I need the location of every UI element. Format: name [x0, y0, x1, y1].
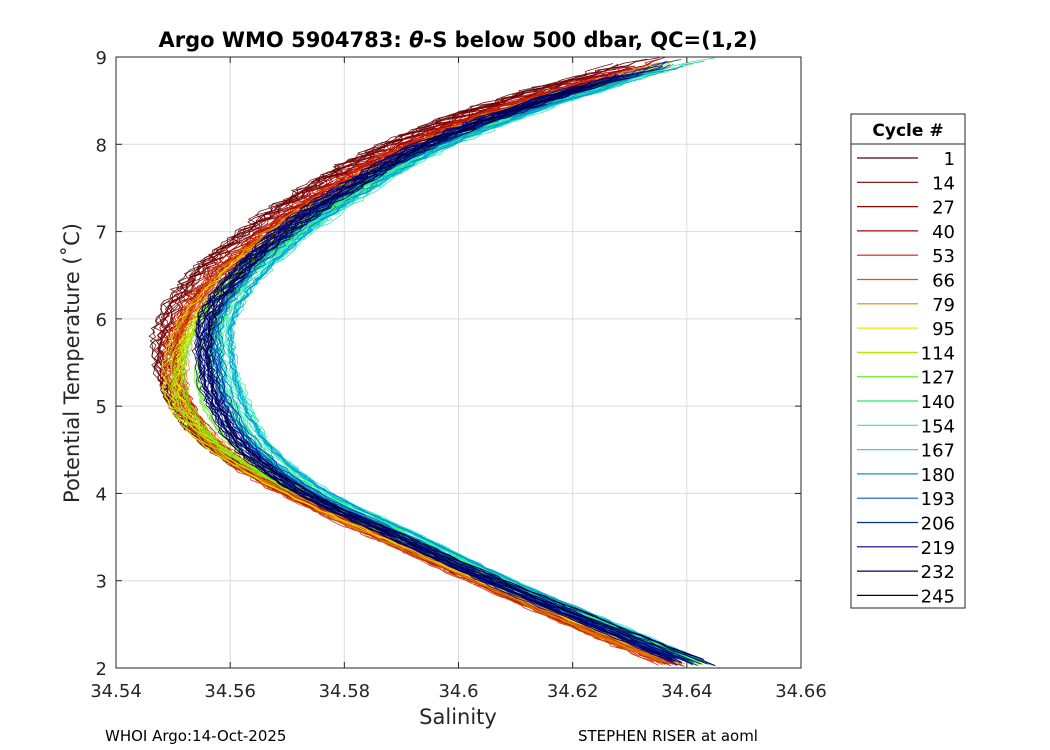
legend-entry: 219 [857, 538, 955, 559]
x-tick-label: 34.54 [90, 681, 142, 702]
legend-entry: 114 [857, 343, 955, 364]
series-245 [191, 64, 716, 667]
legend-entry: 180 [857, 465, 955, 486]
series-232-profile [207, 91, 699, 666]
series-245-profile [198, 80, 708, 665]
series-232-profile [197, 79, 682, 664]
legend-entry: 79 [857, 295, 955, 316]
legend-label: 114 [921, 343, 955, 364]
x-tick-label: 34.64 [661, 681, 713, 702]
legend-entry: 140 [857, 392, 955, 413]
y-tick-label: 9 [96, 48, 107, 69]
x-axis-ticks: 34.54 34.56 34.58 34.6 34.62 34.64 34.66 [90, 57, 827, 702]
legend-label: 245 [921, 586, 955, 607]
y-tick-label: 5 [96, 397, 107, 418]
legend-label: 27 [932, 198, 955, 219]
legend: Cycle # 11427405366799511412714015416718… [850, 113, 966, 609]
legend-label: 1 [944, 149, 955, 170]
legend-label: 127 [921, 368, 955, 389]
x-axis-label: Salinity [419, 705, 497, 729]
legend-entry: 193 [857, 489, 955, 510]
title-prefix: Argo WMO 5904783: [158, 28, 409, 52]
title-suffix: -S below 500 dbar, QC=(1,2) [424, 28, 758, 52]
x-tick-label: 34.58 [319, 681, 371, 702]
legend-label: 206 [921, 514, 955, 535]
legend-title: Cycle # [872, 121, 943, 141]
legend-entry: 206 [857, 514, 955, 535]
y-axis-label: Potential Temperature (˚C) [60, 223, 84, 503]
legend-label: 167 [921, 441, 955, 462]
legend-label: 219 [921, 538, 955, 559]
y-tick-label: 8 [96, 135, 107, 156]
legend-entry: 27 [857, 198, 955, 219]
y-tick-label: 6 [96, 310, 107, 331]
series-245-profile [195, 81, 702, 665]
legend-label: 53 [932, 246, 955, 267]
legend-label: 140 [921, 392, 955, 413]
data-series [148, 57, 716, 667]
series-66-profile [164, 77, 664, 666]
legend-label: 193 [921, 489, 955, 510]
legend-label: 154 [921, 416, 955, 437]
y-tick-label: 3 [96, 572, 107, 593]
legend-entry: 127 [857, 368, 955, 389]
footer-right: STEPHEN RISER at aoml [578, 727, 758, 745]
legend-label: 40 [932, 222, 955, 243]
legend-entry: 95 [857, 319, 955, 340]
legend-entry: 154 [857, 416, 955, 437]
series-180-profile [228, 66, 700, 661]
legend-entry: 40 [857, 222, 955, 243]
y-axis-ticks: 2 3 4 5 6 7 8 9 [96, 48, 801, 680]
series-232-profile [195, 74, 676, 663]
chart-title: Argo WMO 5904783: θ-S below 500 dbar, QC… [158, 28, 757, 52]
y-tick-label: 4 [96, 484, 107, 505]
footer-left: WHOI Argo:14-Oct-2025 [105, 727, 286, 745]
x-tick-label: 34.56 [204, 681, 256, 702]
y-tick-label: 7 [96, 223, 107, 244]
legend-label: 180 [921, 465, 955, 486]
x-tick-label: 34.62 [547, 681, 599, 702]
legend-entry: 1 [857, 149, 955, 170]
legend-box [850, 113, 966, 609]
x-tick-label: 34.6 [438, 681, 478, 702]
series-245-profile [202, 82, 716, 667]
legend-entry: 232 [857, 562, 955, 583]
legend-entry: 66 [857, 271, 955, 292]
series-232-profile [194, 82, 674, 662]
legend-entry: 53 [857, 246, 955, 267]
series-180-profile [227, 60, 713, 666]
legend-label: 66 [932, 271, 955, 292]
y-tick-label: 2 [96, 659, 107, 680]
x-tick-label: 34.66 [775, 681, 827, 702]
legend-entries: 1142740536679951141271401541671801932062… [857, 149, 955, 607]
legend-entry: 245 [857, 586, 955, 607]
legend-label: 14 [932, 173, 955, 194]
legend-label: 232 [921, 562, 955, 583]
legend-label: 95 [932, 319, 955, 340]
title-theta: θ [409, 28, 423, 52]
legend-entry: 167 [857, 441, 955, 462]
legend-entry: 14 [857, 173, 955, 194]
grid-lines [116, 57, 801, 668]
legend-label: 79 [932, 295, 955, 316]
series-180-profile [227, 75, 704, 662]
